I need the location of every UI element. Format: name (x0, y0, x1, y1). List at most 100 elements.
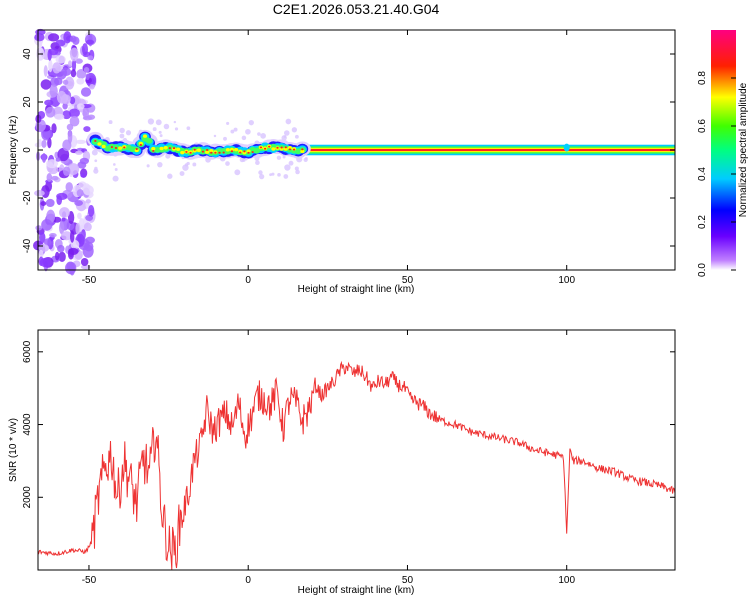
noise-blob (58, 251, 66, 263)
signal-blob (301, 148, 304, 151)
signal-band-core (302, 148, 675, 152)
colorbar-tick-label: 0.0 (697, 263, 708, 277)
faint-speck (173, 120, 177, 124)
signal-blob (214, 151, 217, 154)
signal-blob (152, 149, 155, 152)
noise-blob (54, 77, 63, 86)
faint-speck (119, 127, 125, 134)
noise-blob (83, 185, 94, 196)
x-tick-label: 50 (402, 275, 414, 286)
colorbar-tick-label: 0.4 (697, 167, 708, 181)
faint-speck (285, 118, 292, 125)
noise-blob (81, 43, 88, 56)
noise-blob (69, 35, 77, 43)
x-tick-label: 0 (245, 275, 251, 286)
noise-blob (43, 65, 48, 77)
noise-blob (62, 79, 69, 85)
signal-blob (209, 149, 214, 153)
noise-blob (83, 126, 91, 132)
noise-blob (68, 108, 80, 118)
faint-speck (225, 161, 230, 166)
faint-speck (113, 163, 116, 166)
snr-ticks: -50 0 50 100 2000 4000 6000 (22, 330, 675, 586)
noise-blob (67, 248, 74, 260)
faint-speck (233, 127, 238, 132)
faint-speck (155, 119, 162, 126)
colorbar-label: Normalized spectral amplitude (738, 82, 749, 217)
y-tick-label: 4000 (22, 413, 33, 436)
signal-blob (123, 146, 126, 149)
x-tick-label: 0 (245, 575, 251, 586)
noise-blob (51, 175, 59, 181)
noise-blob (48, 232, 57, 238)
noise-blob (57, 244, 65, 253)
signal-blob (210, 151, 213, 154)
noise-blob (76, 103, 85, 110)
colorbar-gradient (711, 30, 736, 270)
signal-blob (189, 151, 192, 154)
noise-blob (46, 173, 53, 182)
noise-blob (80, 87, 92, 97)
faint-speck (245, 128, 251, 135)
faint-speck (152, 127, 157, 132)
noise-blob (41, 219, 53, 231)
noise-blob (55, 39, 66, 47)
noise-blob (69, 262, 76, 276)
noise-blob (85, 39, 95, 45)
noise-blob (48, 59, 53, 73)
noise-blob (69, 115, 80, 127)
faint-speck (260, 133, 266, 139)
signal-blob (151, 146, 156, 151)
faint-speck (93, 168, 99, 174)
spectrogram-ticks: -50 0 50 100 -40 -20 0 20 40 (22, 30, 675, 286)
signal-blob (263, 147, 267, 150)
noise-blob (69, 96, 76, 105)
noise-blob (75, 139, 87, 144)
faint-speck (259, 174, 265, 180)
noise-blob (41, 152, 47, 163)
noise-blob (61, 217, 66, 222)
faint-speck (282, 155, 286, 159)
y-tick-label: 0 (22, 147, 33, 153)
faint-speck (157, 161, 163, 168)
signal-blob (243, 150, 246, 153)
signal-blob (563, 143, 570, 152)
noise-blob (60, 231, 73, 241)
noise-blob (69, 230, 75, 243)
noise-blob (87, 55, 94, 61)
noise-blob (40, 79, 52, 90)
noise-blob (47, 48, 52, 61)
signal-blob (97, 142, 102, 146)
snr-frame (37, 329, 676, 571)
y-tick-label: 40 (22, 48, 33, 60)
signal-blob (139, 144, 143, 146)
noise-blob (55, 157, 61, 162)
faint-speck (230, 129, 235, 134)
noise-blob (45, 106, 56, 118)
faint-speck (291, 127, 298, 133)
noise-blob (47, 137, 52, 149)
signal-blob (118, 146, 123, 150)
noise-blob (71, 58, 77, 72)
faint-speck (186, 126, 191, 131)
noise-blob (57, 147, 70, 162)
faint-speck (283, 174, 289, 179)
signal-blob (101, 144, 106, 149)
faint-speck (167, 173, 173, 179)
noise-blob (55, 55, 66, 64)
faint-speck (234, 169, 241, 176)
signal-blob (234, 147, 239, 152)
faint-speck (223, 136, 227, 141)
signal-blob (159, 146, 164, 151)
noise-blob (60, 67, 72, 77)
faint-speck (158, 130, 162, 134)
y-tick-label: 6000 (22, 340, 33, 363)
faint-speck (213, 134, 217, 138)
noise-blob (82, 244, 94, 258)
signal-blob (251, 151, 254, 153)
noise-blob (49, 84, 58, 98)
noise-blob (51, 123, 57, 134)
signal-blob (180, 150, 185, 155)
noise-blob (78, 181, 87, 188)
